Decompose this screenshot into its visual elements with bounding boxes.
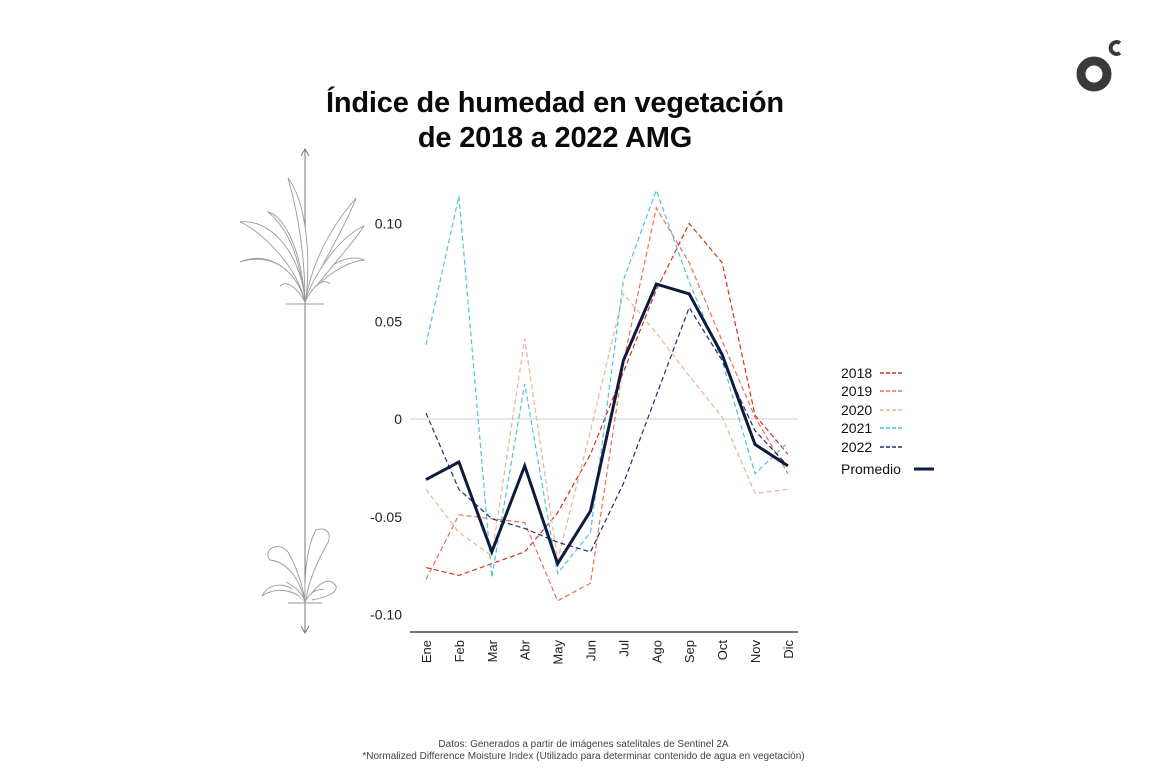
y-tick-label: -0.05 — [370, 509, 402, 525]
dry-plant-icon — [261, 528, 337, 604]
chart-title-line-1: Índice de humedad en vegetación — [326, 87, 784, 119]
lush-plant-icon — [239, 177, 366, 305]
x-tick-label: Jul — [616, 640, 631, 657]
chart-title-line-2: de 2018 a 2022 AMG — [417, 122, 693, 154]
legend-label: 2018 — [841, 365, 872, 381]
oc-logo-icon — [1076, 40, 1122, 92]
y-tick-label: 0.10 — [375, 216, 402, 232]
x-tick-label: Ago — [649, 640, 664, 663]
footnote-source: Datos: Generados a partir de imágenes sa… — [438, 739, 729, 750]
legend-label: 2020 — [841, 402, 872, 418]
x-tick-label: Oct — [715, 640, 730, 661]
series-line-2021 — [425, 188, 789, 578]
x-tick-label: Dic — [781, 640, 796, 659]
y-tick-label: 0.05 — [375, 313, 402, 329]
legend-label: 2021 — [841, 420, 872, 436]
series-line-promedio — [425, 282, 789, 568]
x-tick-label: Nov — [748, 640, 763, 664]
legend-label: 2019 — [841, 383, 872, 399]
x-tick-label: Ene — [419, 640, 434, 663]
y-axis-ticks: 0.10 0.05 0 -0.05 -0.10 — [370, 216, 402, 623]
x-tick-label: May — [551, 640, 566, 665]
y-tick-label: 0 — [394, 411, 402, 427]
x-tick-label: Jun — [584, 640, 599, 661]
series-line-2018 — [425, 222, 789, 577]
legend: 2018 2019 2020 2021 2022 Promedio — [841, 365, 934, 477]
footnote-definition: *Normalized Difference Moisture Index (U… — [362, 751, 805, 762]
x-tick-label: Feb — [452, 640, 467, 662]
legend-label: Promedio — [841, 461, 901, 477]
x-tick-label: Abr — [518, 639, 533, 660]
y-tick-label: -0.10 — [370, 607, 402, 623]
x-tick-label: Sep — [682, 640, 697, 663]
legend-label: 2022 — [841, 439, 872, 455]
series-lines — [425, 188, 789, 602]
x-tick-label: Mar — [485, 639, 500, 662]
x-axis-ticks: Ene Feb Mar Abr May Jun Jul Ago Sep Oct Nov Dic — [419, 639, 796, 664]
